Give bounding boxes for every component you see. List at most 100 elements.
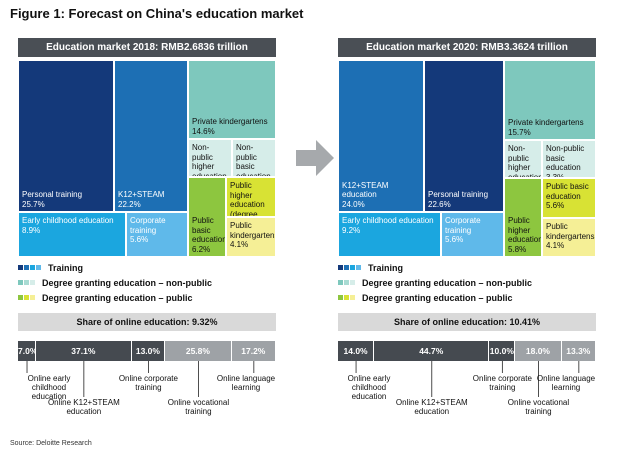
treemap-cell-label: Non-public higher education: [508, 144, 542, 178]
treemap-cell-value: 22.6%: [428, 199, 451, 209]
callout-label-online-early-childhood-education: Online early childhood education: [27, 374, 71, 401]
legend-label: Training: [48, 262, 84, 273]
treemap-cell-value: 25.7%: [22, 199, 45, 209]
treemap-cell-label: Public basic education: [192, 216, 226, 244]
legend-swatch: [338, 295, 356, 300]
online-share-segment-online-vocational-training: 25.8%: [165, 341, 232, 361]
treemap-cell-label: Private kindergartens: [192, 117, 268, 126]
treemap-cell-label: Public higher education (degree granting…: [230, 181, 265, 217]
callout-label-online-corporate-training: Online corporate training: [118, 374, 178, 392]
treemap-cell-value: 4.1%: [546, 241, 565, 250]
treemap-cell-label: K12+STEAM: [118, 190, 165, 199]
legend-2018: Training Degree granting education – non-…: [18, 260, 276, 305]
treemap-cell-public-higher-education-degree-granting: Public higher education (degree granting…: [226, 177, 276, 217]
figure-title: Figure 1: Forecast on China's education …: [10, 6, 304, 21]
online-share-2020-bar: 14.0% 44.7% 10.0% 18.0% 13.3%: [338, 341, 596, 361]
treemap-cell-value: 3.3%: [546, 172, 565, 178]
online-share-segment-online-k12-steam-education: 44.7%: [374, 341, 490, 361]
treemap-cell-label: Corporate training: [130, 216, 166, 235]
legend-label: Degree granting education – public: [42, 292, 193, 303]
treemap-cell-non-public-higher-education: Non-public higher education4.1%: [188, 139, 232, 177]
treemap-cell-label: Early childhood education: [342, 216, 434, 225]
treemap-cell-public-basic-education: Public basic education 6.2%: [188, 177, 226, 257]
market-2020-header: Education market 2020: RMB3.3624 trillio…: [338, 38, 596, 57]
legend-item-degree-granting-education-public: Degree granting education – public: [18, 290, 276, 305]
treemap-cell-value: 4.1%: [230, 240, 249, 249]
treemap-cell-public-kindergartens: Public kindergartens 4.1%: [542, 218, 596, 257]
legend-item-degree-granting-education-non-public: Degree granting education – non-public: [338, 275, 596, 290]
online-share-segment-online-corporate-training: 13.0%: [131, 341, 166, 361]
treemap-cell-public-higher-education: Public higher education 5.8%: [504, 178, 542, 257]
online-share-segment-online-k12-steam-education: 37.1%: [36, 341, 132, 361]
online-share-2018-callouts: Online early childhood education Online K…: [18, 361, 276, 436]
treemap-cell-value: 15.7%: [508, 127, 531, 137]
treemap-cell-k12-steam: K12+STEAM 22.2%: [114, 60, 188, 212]
treemap-cell-label: Public kindergartens: [230, 221, 276, 240]
online-share-2018-header: Share of online education: 9.32%: [18, 313, 276, 331]
callout-label-online-corporate-training: Online corporate training: [472, 374, 532, 392]
treemap-cell-label: Public higher education: [508, 216, 542, 244]
arrow-right-icon: [296, 140, 334, 176]
treemap-cell-value: 9.2%: [342, 225, 361, 235]
online-share-2018-bar: 7.0% 37.1% 13.0% 25.8% 17.2%: [18, 341, 276, 361]
callout-label-online-language-learning: Online language learning: [216, 374, 276, 392]
legend-swatch: [18, 295, 36, 300]
treemap-2020: K12+STEAM education 24.0% Personal trainin…: [338, 60, 596, 257]
callout-leader-lines: [355, 361, 580, 397]
treemap-cell-k12-steam-education: K12+STEAM education 24.0%: [338, 60, 424, 212]
treemap-cell-non-public-higher-education: Non-public higher education4.0%: [504, 140, 542, 178]
treemap-cell-early-childhood-education: Early childhood education 9.2%: [338, 212, 441, 257]
callout-leader-lines: [26, 361, 255, 397]
source-note: Source: Deloitte Research: [10, 440, 92, 447]
legend-2020: Training Degree granting education – non-…: [338, 260, 596, 305]
treemap-cell-value: 5.6%: [130, 235, 149, 244]
treemap-cell-label: Non-public basic education: [236, 143, 271, 177]
legend-label: Training: [368, 262, 404, 273]
legend-swatch: [18, 265, 42, 270]
treemap-cell-label: Non-public higher education: [192, 143, 227, 177]
legend-item-training: Training: [18, 260, 276, 275]
treemap-cell-private-kindergartens: Private kindergartens 15.7%: [504, 60, 596, 140]
legend-swatch: [18, 280, 36, 285]
callout-label-online-vocational-training: Online vocational training: [507, 398, 570, 416]
treemap-cell-corporate-training: Corporate training 5.6%: [126, 212, 188, 257]
callout-label-online-early-childhood-education: Online early childhood education: [347, 374, 391, 401]
legend-item-degree-granting-education-public: Degree granting education – public: [338, 290, 596, 305]
treemap-cell-label: Corporate training: [445, 216, 481, 235]
online-share-2020-header: Share of online education: 10.41%: [338, 313, 596, 331]
treemap-cell-label: Public kindergartens: [546, 222, 595, 241]
treemap-cell-personal-training: Personal training 22.6%: [424, 60, 504, 212]
online-share-segment-online-language-learning: 17.2%: [231, 341, 276, 361]
treemap-cell-value: 5.8%: [508, 244, 527, 254]
treemap-cell-public-kindergartens: Public kindergartens 4.1%: [226, 217, 276, 257]
legend-item-training: Training: [338, 260, 596, 275]
treemap-cell-value: 14.6%: [192, 126, 215, 136]
callout-label-online-k12-steam-education: Online K12+STEAM education: [47, 398, 120, 416]
legend-swatch: [338, 280, 356, 285]
treemap-cell-public-basic-education: Public basic education 5.6%: [542, 178, 596, 218]
online-share-segment-online-language-learning: 13.3%: [561, 341, 596, 361]
callout-label-online-k12-steam-education: Online K12+STEAM education: [395, 398, 468, 416]
treemap-cell-corporate-training: Corporate training 5.6%: [441, 212, 504, 257]
treemap-2018: Personal training 25.7% K12+STEAM 22.2% Priv…: [18, 60, 276, 257]
treemap-cell-value: 22.2%: [118, 199, 141, 209]
treemap-cell-label: Personal training: [428, 190, 489, 199]
callout-label-online-vocational-training: Online vocational training: [167, 398, 230, 416]
legend-label: Degree granting education – non-public: [362, 277, 533, 288]
treemap-cell-label: Personal training: [22, 190, 83, 199]
legend-swatch: [338, 265, 362, 270]
treemap-cell-private-kindergartens: Private kindergartens 14.6%: [188, 60, 276, 139]
treemap-cell-label: Early childhood education: [22, 216, 114, 225]
treemap-cell-label: Private kindergartens: [508, 118, 584, 127]
treemap-cell-label: Public basic education: [546, 182, 589, 201]
treemap-cell-label: K12+STEAM education: [342, 180, 389, 200]
treemap-cell-label: Non-public basic education: [546, 144, 585, 172]
market-2018-header: Education market 2018: RMB2.6836 trillio…: [18, 38, 276, 57]
treemap-cell-early-childhood-education: Early childhood education 8.9%: [18, 212, 126, 257]
online-share-segment-online-early-childhood-education: 7.0%: [18, 341, 37, 361]
treemap-cell-value: 24.0%: [342, 199, 365, 209]
treemap-cell-value: 8.9%: [22, 225, 41, 235]
callout-label-online-language-learning: Online language learning: [536, 374, 596, 392]
